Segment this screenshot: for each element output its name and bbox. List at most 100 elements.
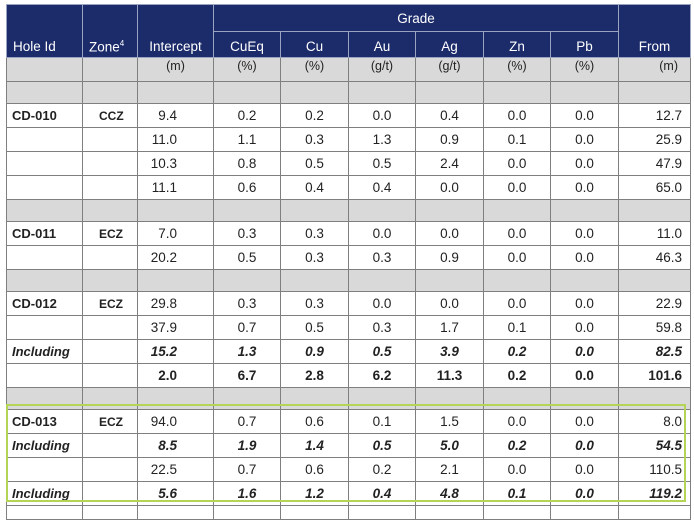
separator-cell — [550, 81, 619, 104]
separator-cell — [6, 81, 83, 104]
col-header-cu: Cu — [280, 31, 349, 58]
separator-cell — [6, 387, 83, 410]
cell-from: 22.9 — [618, 291, 691, 316]
table-row: 2.0 6.7 2.8 6.2 11.3 0.2 0.0 101.6 — [6, 363, 691, 388]
cell-cueq: 6.7 — [213, 363, 281, 388]
cell-from: 47.9 — [618, 151, 691, 176]
col-header-pb: Pb — [550, 31, 619, 58]
separator-cell — [618, 387, 691, 410]
separator-cell — [213, 505, 281, 520]
unit-intercept: (m) — [137, 57, 214, 82]
cell-from: 46.3 — [618, 245, 691, 270]
cell-ag: 0.9 — [415, 245, 484, 270]
separator-cell — [618, 505, 691, 520]
cell-ag: 0.4 — [415, 103, 484, 128]
separator-cell — [483, 199, 551, 222]
separator-cell — [213, 269, 281, 292]
cell-ag: 2.4 — [415, 151, 484, 176]
cell-cu: 2.8 — [280, 363, 349, 388]
unit-cu: (%) — [280, 57, 349, 82]
cell-cueq: 0.7 — [213, 409, 281, 434]
unit-ag: (g/t) — [415, 57, 484, 82]
table-row: CD-011 ECZ 7.0 0.3 0.3 0.0 0.0 0.0 0.0 11.0 — [6, 221, 691, 246]
cell-pb: 0.0 — [550, 103, 619, 128]
cell-cueq: 1.9 — [213, 433, 281, 458]
cell-cu: 0.6 — [280, 409, 349, 434]
cell-ag: 2.1 — [415, 457, 484, 482]
cell-ag: 1.5 — [415, 409, 484, 434]
cell-cu: 0.3 — [280, 221, 349, 246]
cell-zn: 0.0 — [483, 103, 551, 128]
separator-row — [6, 387, 691, 410]
table-row: 10.3 0.8 0.5 0.5 2.4 0.0 0.0 47.9 — [6, 151, 691, 176]
separator-row — [6, 199, 691, 222]
cell-intercept: 11.0 — [137, 127, 214, 152]
cell-zn: 0.1 — [483, 481, 551, 506]
col-header-ag: Ag — [415, 31, 484, 58]
cell-zn: 0.0 — [483, 245, 551, 270]
cell-hole: Including — [6, 481, 83, 506]
cell-cu: 1.4 — [280, 433, 349, 458]
cell-zone — [82, 481, 138, 506]
cell-zone — [82, 457, 138, 482]
cell-hole: CD-011 — [6, 221, 83, 246]
cell-pb: 0.0 — [550, 221, 619, 246]
separator-cell — [213, 81, 281, 104]
header-row-bottom: CuEq Cu Au Ag Zn Pb — [7, 31, 691, 58]
separator-cell — [280, 387, 349, 410]
grade-group-header: Grade — [213, 4, 619, 32]
cell-hole: Including — [6, 433, 83, 458]
separator-cell — [550, 505, 619, 520]
cell-ag: 5.0 — [415, 433, 484, 458]
cell-pb: 0.0 — [550, 457, 619, 482]
cell-zone: ECZ — [82, 409, 138, 434]
cell-intercept: 29.8 — [137, 291, 214, 316]
separator-row — [6, 505, 691, 520]
cell-from: 11.0 — [618, 221, 691, 246]
cell-au: 0.4 — [348, 175, 416, 200]
separator-cell — [348, 199, 416, 222]
separator-cell — [550, 199, 619, 222]
table-row: CD-013 ECZ 94.0 0.7 0.6 0.1 1.5 0.0 0.0 8.0 — [6, 409, 691, 434]
cell-au: 1.3 — [348, 127, 416, 152]
separator-cell — [348, 387, 416, 410]
unit-pb: (%) — [550, 57, 619, 82]
cell-cu: 0.3 — [280, 291, 349, 316]
cell-hole — [6, 151, 83, 176]
col-header-zone: Zone4 — [82, 4, 138, 58]
table-row: 11.1 0.6 0.4 0.4 0.0 0.0 0.0 65.0 — [6, 175, 691, 200]
separator-cell — [213, 199, 281, 222]
unit-cueq: (%) — [213, 57, 281, 82]
separator-cell — [137, 505, 214, 520]
cell-cu: 1.2 — [280, 481, 349, 506]
cell-ag: 0.0 — [415, 221, 484, 246]
cell-pb: 0.0 — [550, 151, 619, 176]
separator-cell — [213, 387, 281, 410]
cell-zone — [82, 315, 138, 340]
cell-zone — [82, 175, 138, 200]
separator-cell — [280, 505, 349, 520]
separator-cell — [483, 387, 551, 410]
drill-results-table: Hole Id Zone4 Intercept Grade From CuEq … — [6, 4, 691, 520]
cell-zn: 0.0 — [483, 457, 551, 482]
cell-cueq: 1.3 — [213, 339, 281, 364]
cell-cueq: 0.3 — [213, 221, 281, 246]
cell-from: 119.2 — [618, 481, 691, 506]
cell-zone — [82, 151, 138, 176]
table-row: 11.0 1.1 0.3 1.3 0.9 0.1 0.0 25.9 — [6, 127, 691, 152]
cell-au: 0.0 — [348, 291, 416, 316]
separator-cell — [618, 81, 691, 104]
cell-cu: 0.6 — [280, 457, 349, 482]
col-header-hole-id: Hole Id — [6, 4, 83, 58]
cell-from: 54.5 — [618, 433, 691, 458]
separator-cell — [6, 199, 83, 222]
cell-hole — [6, 363, 83, 388]
cell-cueq: 0.8 — [213, 151, 281, 176]
separator-cell — [415, 81, 484, 104]
cell-zn: 0.0 — [483, 291, 551, 316]
cell-zn: 0.1 — [483, 127, 551, 152]
cell-au: 0.1 — [348, 409, 416, 434]
cell-hole: CD-013 — [6, 409, 83, 434]
separator-cell — [6, 505, 83, 520]
cell-cueq: 0.3 — [213, 291, 281, 316]
